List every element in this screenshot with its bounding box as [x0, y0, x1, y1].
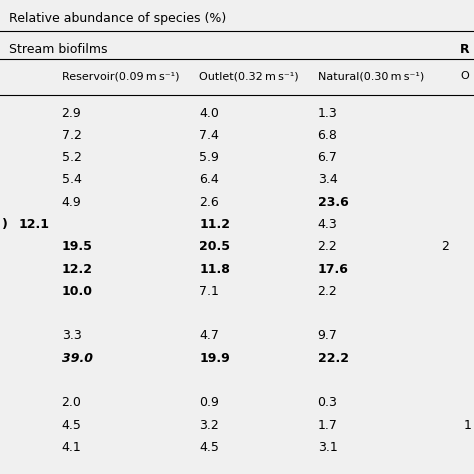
- Text: 2: 2: [441, 240, 449, 253]
- Text: 2.2: 2.2: [318, 285, 337, 298]
- Text: 12.1: 12.1: [19, 218, 50, 231]
- Text: 19.9: 19.9: [199, 352, 230, 365]
- Text: 2.2: 2.2: [318, 240, 337, 253]
- Text: 3.2: 3.2: [199, 419, 219, 431]
- Text: Relative abundance of species (%): Relative abundance of species (%): [9, 12, 227, 25]
- Text: 1: 1: [464, 419, 472, 431]
- Text: 11.2: 11.2: [199, 218, 230, 231]
- Text: 6.4: 6.4: [199, 173, 219, 186]
- Text: 39.0: 39.0: [62, 352, 92, 365]
- Text: 7.2: 7.2: [62, 129, 82, 142]
- Text: Stream biofilms: Stream biofilms: [9, 43, 108, 55]
- Text: 19.5: 19.5: [62, 240, 92, 253]
- Text: 7.1: 7.1: [199, 285, 219, 298]
- Text: 5.9: 5.9: [199, 151, 219, 164]
- Text: 4.0: 4.0: [199, 107, 219, 119]
- Text: 12.2: 12.2: [62, 263, 92, 275]
- Text: 4.1: 4.1: [62, 441, 82, 454]
- Text: O: O: [461, 71, 469, 81]
- Text: ): ): [2, 218, 8, 231]
- Text: 4.5: 4.5: [62, 419, 82, 431]
- Text: 2.0: 2.0: [62, 396, 82, 409]
- Text: Reservoir(0.09 m s⁻¹): Reservoir(0.09 m s⁻¹): [62, 71, 179, 81]
- Text: 9.7: 9.7: [318, 329, 337, 342]
- Text: 0.9: 0.9: [199, 396, 219, 409]
- Text: R: R: [460, 43, 469, 55]
- Text: 1.7: 1.7: [318, 419, 337, 431]
- Text: 6.8: 6.8: [318, 129, 337, 142]
- Text: 23.6: 23.6: [318, 196, 348, 209]
- Text: 4.5: 4.5: [199, 441, 219, 454]
- Text: 3.3: 3.3: [62, 329, 82, 342]
- Text: 6.7: 6.7: [318, 151, 337, 164]
- Text: Natural(0.30 m s⁻¹): Natural(0.30 m s⁻¹): [318, 71, 424, 81]
- Text: 4.7: 4.7: [199, 329, 219, 342]
- Text: 1.3: 1.3: [318, 107, 337, 119]
- Text: 22.2: 22.2: [318, 352, 348, 365]
- Text: 2.6: 2.6: [199, 196, 219, 209]
- Text: Outlet(0.32 m s⁻¹): Outlet(0.32 m s⁻¹): [199, 71, 299, 81]
- Text: 4.3: 4.3: [318, 218, 337, 231]
- Text: 7.4: 7.4: [199, 129, 219, 142]
- Text: 2.9: 2.9: [62, 107, 82, 119]
- Text: 4.9: 4.9: [62, 196, 82, 209]
- Text: 10.0: 10.0: [62, 285, 92, 298]
- Text: 20.5: 20.5: [199, 240, 230, 253]
- Text: 5.4: 5.4: [62, 173, 82, 186]
- Text: 3.4: 3.4: [318, 173, 337, 186]
- Text: 0.3: 0.3: [318, 396, 337, 409]
- Text: 3.1: 3.1: [318, 441, 337, 454]
- Text: 5.2: 5.2: [62, 151, 82, 164]
- Text: 17.6: 17.6: [318, 263, 348, 275]
- Text: 11.8: 11.8: [199, 263, 230, 275]
